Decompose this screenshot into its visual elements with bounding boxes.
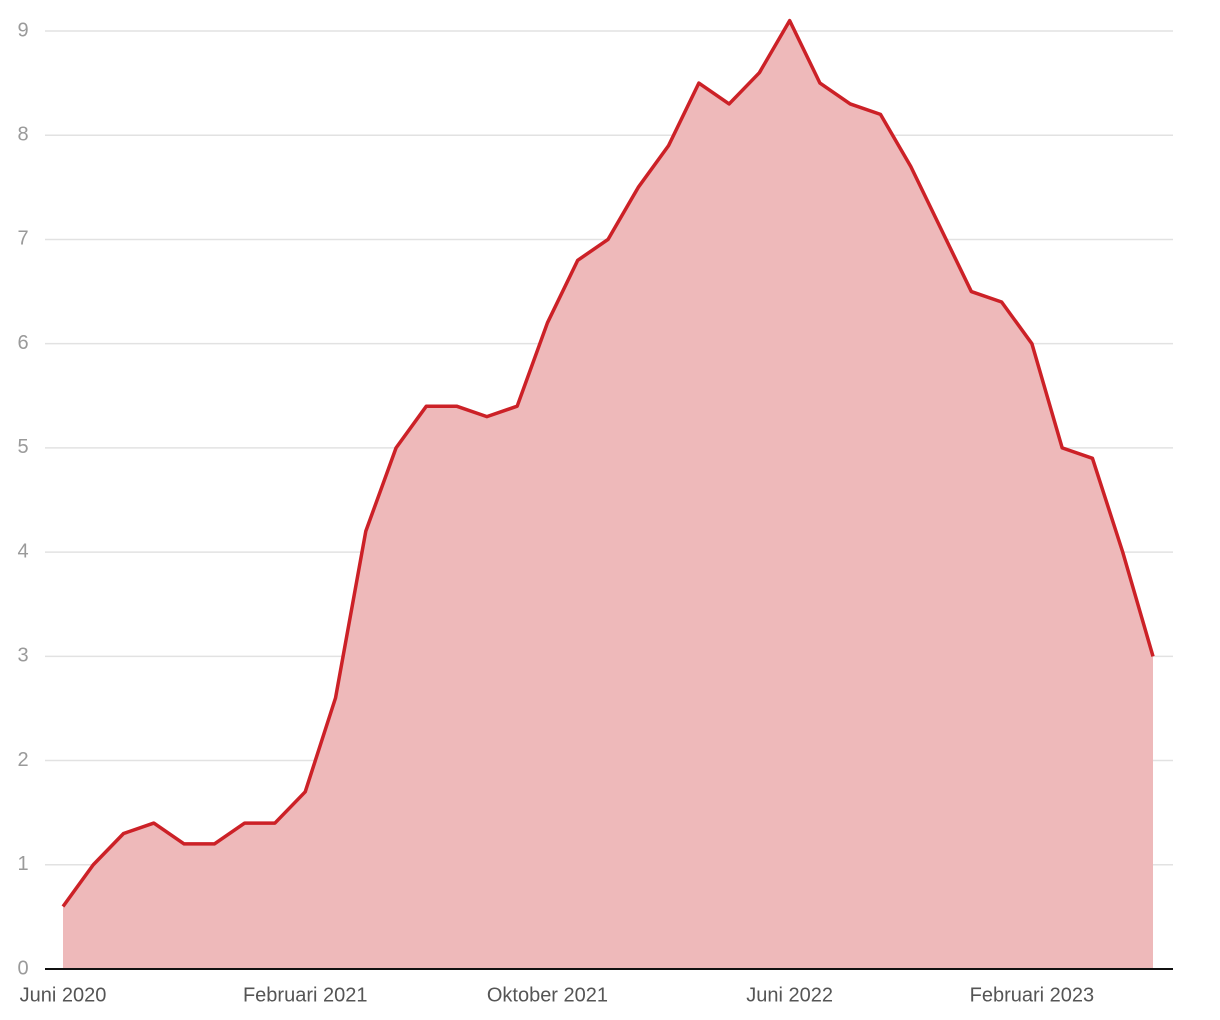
area xyxy=(63,20,1153,970)
y-tick-label: 7 xyxy=(17,228,28,250)
x-tick-label: Oktober 2021 xyxy=(487,984,608,1006)
y-tick-label: 2 xyxy=(17,749,28,771)
y-tick-label: 5 xyxy=(17,436,28,458)
y-tick-label: 8 xyxy=(17,124,28,146)
x-tick-label: Juni 2020 xyxy=(20,984,107,1006)
y-tick-label: 6 xyxy=(17,332,28,354)
y-tick-label: 9 xyxy=(17,19,28,41)
x-tick-label: Februari 2023 xyxy=(970,984,1095,1006)
x-tick-label: Februari 2021 xyxy=(243,984,368,1006)
y-tick-label: 3 xyxy=(17,645,28,667)
line xyxy=(61,18,1155,908)
x-tick-label: Juni 2022 xyxy=(746,984,833,1006)
y-tick-label: 0 xyxy=(17,957,28,979)
y-tick-label: 4 xyxy=(17,540,28,562)
y-tick-label: 1 xyxy=(17,853,28,875)
